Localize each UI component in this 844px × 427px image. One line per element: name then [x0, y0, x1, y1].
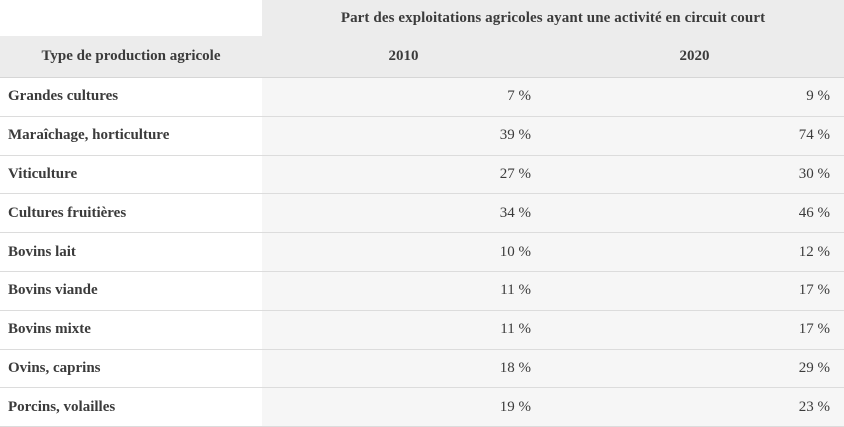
row-value-2010: 10 %	[262, 233, 545, 271]
row-label: Porcins, volailles	[0, 388, 262, 427]
row-value-2010: 34 %	[262, 194, 545, 233]
row-label: Bovins viande	[0, 271, 262, 310]
row-label: Viticulture	[0, 155, 262, 194]
table-row: Porcins, volailles 19 % 23 %	[0, 388, 844, 427]
table-top-header-row: Part des exploitations agricoles ayant u…	[0, 0, 844, 36]
row-value-2010: 18 %	[262, 349, 545, 388]
table-row: Bovins mixte 11 % 17 %	[0, 310, 844, 350]
row-value-2010: 19 %	[262, 388, 545, 427]
row-value-2020: 17 %	[545, 271, 844, 310]
column-header-2010: 2010	[388, 48, 419, 64]
table-body: Grandes cultures 7 % 9 % Maraîchage, hor…	[0, 78, 844, 427]
row-value-2020: 30 %	[545, 155, 844, 194]
row-value-2020: 29 %	[545, 349, 844, 388]
table-row: Cultures fruitières 34 % 46 %	[0, 194, 844, 234]
row-value-2010: 11 %	[262, 310, 545, 349]
row-value-2020: 17 %	[545, 310, 844, 349]
table-corner-cell	[0, 0, 262, 36]
table-row: Bovins viande 11 % 17 %	[0, 271, 844, 311]
table-row: Maraîchage, horticulture 39 % 74 %	[0, 116, 844, 156]
row-label: Bovins lait	[0, 233, 262, 271]
table-column-header-row: Type de production agricole 2010 2020	[0, 36, 844, 78]
row-value-2010: 27 %	[262, 155, 545, 194]
table-row: Bovins lait 10 % 12 %	[0, 233, 844, 272]
row-label: Maraîchage, horticulture	[0, 116, 262, 155]
row-value-2010: 39 %	[262, 116, 545, 155]
table-row: Grandes cultures 7 % 9 %	[0, 78, 844, 117]
row-value-2020: 46 %	[545, 194, 844, 233]
column-header-2020: 2020	[679, 48, 710, 64]
row-value-2020: 74 %	[545, 116, 844, 155]
table-row: Viticulture 27 % 30 %	[0, 155, 844, 195]
row-value-2020: 9 %	[545, 78, 844, 116]
row-value-2010: 11 %	[262, 271, 545, 310]
row-value-2020: 23 %	[545, 388, 844, 427]
row-label: Grandes cultures	[0, 78, 262, 116]
table-span-header: Part des exploitations agricoles ayant u…	[262, 0, 844, 36]
row-label: Bovins mixte	[0, 310, 262, 349]
row-label: Cultures fruitières	[0, 194, 262, 233]
table-row: Ovins, caprins 18 % 29 %	[0, 349, 844, 389]
row-value-2020: 12 %	[545, 233, 844, 271]
row-value-2010: 7 %	[262, 78, 545, 116]
row-label: Ovins, caprins	[0, 349, 262, 388]
column-header-production-type: Type de production agricole	[41, 48, 221, 64]
